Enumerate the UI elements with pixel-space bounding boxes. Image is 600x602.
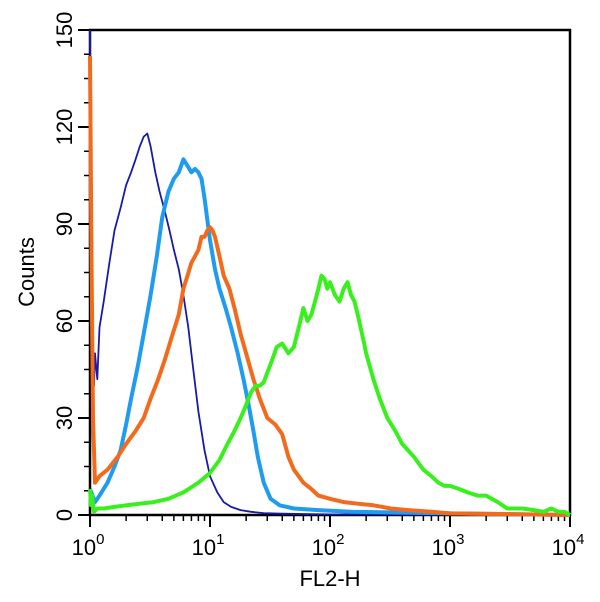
series-layer — [88, 29, 572, 517]
x-axis-ticks: 100 101 102 103 104 — [72, 515, 585, 560]
y-tick-label: 0 — [52, 509, 77, 521]
x-tick-exponent: 2 — [336, 531, 344, 548]
plot-frame — [88, 28, 572, 517]
y-tick-label: 90 — [52, 212, 77, 236]
x-tick-exponent: 0 — [96, 531, 104, 548]
x-tick-label: 103 — [432, 531, 465, 560]
y-axis-label: Counts — [14, 237, 39, 307]
x-tick-exponent: 3 — [456, 531, 464, 548]
x-axis-label: FL2-H — [299, 566, 360, 591]
y-tick-label: 120 — [52, 109, 77, 146]
series-sky-blue — [88, 157, 571, 517]
x-tick-label: 100 — [72, 531, 105, 560]
y-tick-label: 30 — [52, 406, 77, 430]
x-tick-exponent: 1 — [216, 531, 224, 548]
x-tick-label: 102 — [312, 531, 345, 560]
series-green — [88, 273, 572, 517]
x-tick-exponent: 4 — [576, 531, 584, 548]
y-tick-label: 150 — [52, 12, 77, 49]
y-axis-ticks: 0 30 60 90 120 150 — [52, 12, 90, 521]
y-tick-label: 60 — [52, 309, 77, 333]
x-tick-label: 101 — [192, 531, 225, 560]
x-tick-label: 104 — [552, 531, 585, 560]
series-orange — [88, 55, 571, 517]
